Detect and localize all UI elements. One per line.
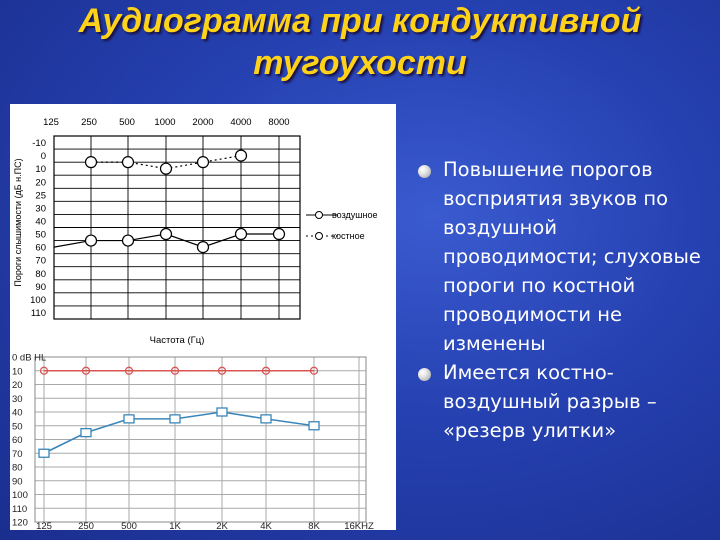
data-point-marker — [196, 156, 210, 169]
y-tick-label: 70 — [35, 256, 46, 267]
x-tick-label: 4000 — [230, 117, 251, 128]
audiogram-top-panel: 125 250 500 1000 2000 4000 8000 -10 0 10 20 25 30 40 5… — [10, 104, 396, 350]
data-point-marker — [80, 427, 92, 438]
data-point-marker — [234, 149, 248, 162]
title-line-2: тугоухости — [253, 44, 467, 82]
data-point-marker — [38, 448, 50, 458]
data-point-marker — [84, 234, 98, 247]
x-axis-title: Частота (Гц) — [150, 335, 205, 346]
y-tick-label: -10 — [32, 138, 46, 149]
y-tick-label: 40 — [35, 216, 46, 227]
data-point-marker — [196, 241, 210, 254]
data-point-marker — [159, 227, 173, 241]
data-point-marker — [123, 414, 135, 424]
x-tick-label: 8000 — [268, 117, 289, 128]
y-tick-label: 40 — [12, 408, 23, 419]
y-tick-label: 10 — [12, 366, 23, 377]
x-tick-label: 125 — [36, 521, 52, 530]
data-point-marker — [216, 407, 228, 417]
bullet-text: Имеется костно-воздушный разрыв – «резер… — [443, 361, 657, 442]
data-point-marker — [260, 414, 272, 424]
x-tick-label: 125 — [43, 117, 59, 128]
y-tick-label: 60 — [35, 243, 46, 254]
y-tick-label: 30 — [35, 203, 46, 214]
data-point-marker — [159, 162, 173, 175]
legend-label-1: воздушное — [332, 210, 377, 220]
y-tick-label: 80 — [12, 463, 23, 474]
y-tick-label: 100 — [30, 295, 46, 306]
bullet-list: Повышение порогов восприятия звуков по в… — [418, 155, 710, 445]
x-tick-label: 1K — [169, 521, 181, 530]
data-point-marker — [261, 366, 271, 375]
data-point-marker — [169, 414, 181, 424]
data-point-marker — [81, 366, 91, 375]
y-tick-label: 50 — [35, 230, 46, 241]
x-tick-label: 4K — [260, 521, 272, 530]
y-tick-label: 90 — [12, 476, 23, 487]
data-point-marker — [170, 366, 180, 375]
y-tick-label: 120 — [12, 518, 28, 529]
x-tick-label: 250 — [78, 521, 94, 530]
y-tick-label: 110 — [31, 308, 46, 319]
bullet-dot-icon — [418, 165, 431, 178]
slide-title: Аудиограмма при кондуктивной тугоухости — [0, 0, 720, 84]
audiogram-chart-top: 125 250 500 1000 2000 4000 8000 -10 0 10 20 25 30 40 5… — [13, 117, 377, 346]
x-tick-label: 8K — [308, 521, 320, 530]
x-tick-label: 500 — [119, 117, 135, 128]
data-point-marker — [121, 156, 135, 169]
y-tick-label: 70 — [12, 449, 23, 460]
bullet-item: Повышение порогов восприятия звуков по в… — [418, 155, 710, 358]
data-point-marker — [309, 366, 319, 375]
y-tick-label: 20 — [12, 380, 23, 391]
y-tick-label: 0 — [41, 151, 46, 162]
x-tick-label: 2K — [216, 521, 228, 530]
title-line-1: Аудиограмма при кондуктивной — [78, 2, 642, 40]
data-point-marker — [124, 366, 134, 375]
y-tick-label: 60 — [12, 435, 23, 446]
plot-frame — [34, 356, 367, 523]
y-tick-label: 10 — [35, 164, 46, 175]
y-tick-label: 20 — [35, 177, 46, 188]
y-axis-title: Пороги слышимости (дБ н.ПС) — [13, 158, 23, 286]
data-point-marker — [121, 234, 135, 247]
data-point-marker — [39, 366, 49, 375]
y-tick-label: 50 — [12, 421, 23, 432]
data-point-marker — [217, 366, 227, 375]
y-tick-label: 25 — [35, 190, 46, 201]
data-point-marker — [308, 421, 320, 431]
legend-label-2: костное — [332, 231, 365, 241]
audiogram-bottom-panel: 0 dB HL 10 20 30 40 50 60 70 80 90 100 110 120 125 250… — [10, 350, 396, 530]
data-point-marker — [84, 156, 98, 169]
bullet-item: Имеется костно-воздушный разрыв – «резер… — [418, 358, 710, 445]
x-tick-label: 1000 — [154, 117, 175, 128]
x-tick-label: 250 — [81, 117, 97, 128]
x-tick-label: 500 — [121, 521, 137, 530]
x-tick-label: 16KHZ — [344, 521, 374, 530]
y-tick-label: 0 dB HL — [12, 353, 46, 364]
y-tick-label: 80 — [35, 269, 46, 280]
legend-marker-1 — [315, 211, 323, 219]
bullet-text: Повышение порогов восприятия звуков по в… — [443, 158, 701, 355]
legend-marker-2 — [315, 232, 323, 240]
x-tick-label: 2000 — [192, 117, 213, 128]
data-point-marker — [272, 227, 286, 241]
data-point-marker — [234, 227, 248, 241]
audiogram-chart-bottom: 0 dB HL 10 20 30 40 50 60 70 80 90 100 110 120 125 250… — [12, 353, 374, 531]
y-tick-label: 90 — [35, 282, 46, 293]
y-tick-label: 100 — [12, 490, 28, 501]
y-tick-label: 30 — [12, 394, 23, 405]
y-tick-label: 110 — [12, 504, 27, 515]
bullet-dot-icon — [418, 368, 431, 381]
